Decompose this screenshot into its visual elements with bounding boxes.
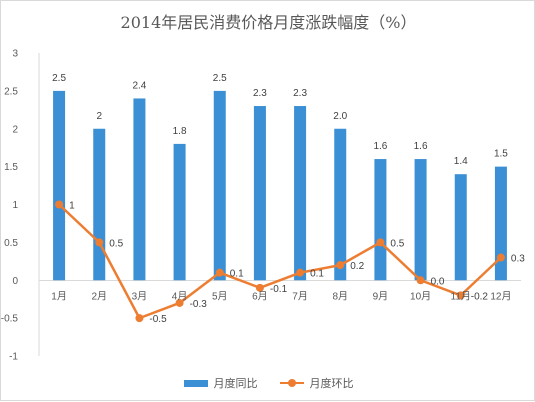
x-tick-label: 12月 <box>490 290 511 302</box>
bar-11 <box>454 174 467 281</box>
bar-label-11: 1.4 <box>454 156 468 167</box>
bar-label-5: 2.5 <box>213 73 227 84</box>
x-tick-label: 4月 <box>172 290 188 302</box>
line-label-2: 0.5 <box>109 238 123 249</box>
line-label-5: 0.1 <box>230 269 244 280</box>
bar-series <box>53 90 507 281</box>
y-tick-label: 3 <box>12 49 18 60</box>
line-point-1 <box>55 200 64 209</box>
bar-label-4: 1.8 <box>173 126 187 137</box>
line-point-10 <box>416 276 425 285</box>
line-label-1: 1 <box>69 201 75 212</box>
x-tick-label: 8月 <box>332 290 348 302</box>
y-tick-label: 0 <box>12 276 18 287</box>
legend-swatch-bar <box>183 379 208 387</box>
line-label-12: 0.3 <box>511 254 525 265</box>
bar-label-2: 2 <box>96 111 102 122</box>
bar-label-7: 2.3 <box>293 88 307 99</box>
x-tick-label: 9月 <box>373 290 389 302</box>
bar-10 <box>414 159 427 281</box>
bar-label-3: 2.4 <box>132 80 146 91</box>
bar-label-8: 2.0 <box>333 111 347 122</box>
bar-9 <box>374 159 387 281</box>
line-point-4 <box>175 298 184 307</box>
chart-title: 2014年居民消费价格月度涨跌幅度（%） <box>120 13 417 32</box>
bar-12 <box>494 166 507 281</box>
bar-label-1: 2.5 <box>52 73 66 84</box>
bar-1 <box>53 90 66 281</box>
legend-label-line: 月度环比 <box>309 377 354 390</box>
line-label-9: 0.5 <box>390 238 404 249</box>
bar-label-6: 2.3 <box>253 88 267 99</box>
line-point-2 <box>95 238 104 247</box>
bar-3 <box>133 98 146 281</box>
line-series <box>55 200 505 323</box>
line-point-8 <box>336 261 345 270</box>
legend-swatch-line <box>279 378 304 388</box>
x-tick-label: 7月 <box>292 290 308 302</box>
line-point-5 <box>215 268 224 277</box>
x-tick-label: 2月 <box>91 290 107 302</box>
line-label-11: -0.2 <box>471 291 489 302</box>
x-axis-ticks: 1月 2月 3月 4月 5月 6月 7月 8月 9月 10月 11月 12月 <box>51 290 511 302</box>
y-tick-label: 1 <box>12 200 18 211</box>
line-label-10: 0.0 <box>431 276 445 287</box>
x-tick-label: 5月 <box>212 290 228 302</box>
line-point-6 <box>255 283 264 292</box>
x-tick-label: 3月 <box>132 290 148 302</box>
bar-2 <box>93 128 106 281</box>
x-tick-label: 1月 <box>51 290 67 302</box>
bar-7 <box>294 106 307 281</box>
bar-data-labels: 2.5 2 2.4 1.8 2.5 2.3 2.3 2.0 1.6 1.6 1.4 1.5 <box>52 73 508 167</box>
bar-8 <box>334 128 347 281</box>
x-tick-label: 6月 <box>252 290 268 302</box>
legend-label-bar: 月度同比 <box>213 377 258 390</box>
line-label-3: -0.5 <box>149 314 167 325</box>
y-tick-label: 0.5 <box>4 238 18 249</box>
line-label-6: -0.1 <box>270 284 288 295</box>
bar-6 <box>253 106 266 281</box>
bar-4 <box>173 143 186 281</box>
bar-label-9: 1.6 <box>373 141 387 152</box>
y-tick-label: -1 <box>9 352 18 363</box>
line-data-labels: 1 0.5 -0.5 -0.3 0.1 -0.1 0.1 0.2 0.5 0.0 -0.2 0.3 <box>69 201 525 326</box>
legend-item-bar[interactable]: 月度同比 <box>183 375 258 391</box>
x-tick-label: 11月 <box>451 290 471 302</box>
bar-5 <box>213 90 226 281</box>
line-path <box>58 203 502 320</box>
bar-label-12: 1.5 <box>494 149 508 160</box>
legend-item-line[interactable]: 月度环比 <box>279 375 354 391</box>
legend: 月度同比 月度环比 <box>1 375 535 391</box>
y-tick-label: 2.5 <box>4 86 18 97</box>
y-axis-ticks: 3 2.5 2 1.5 1 0.5 0 -0.5 -1 <box>1 49 18 363</box>
y-tick-label: 1.5 <box>4 162 18 173</box>
line-label-7: 0.1 <box>310 269 324 280</box>
line-label-4: -0.3 <box>190 299 208 310</box>
line-label-8: 0.2 <box>350 261 364 272</box>
x-tick-label: 10月 <box>410 290 431 302</box>
line-point-12 <box>496 253 505 262</box>
line-point-7 <box>296 268 305 277</box>
y-tick-label: -0.5 <box>1 314 18 325</box>
line-point-11 <box>456 291 465 300</box>
bar-label-10: 1.6 <box>414 141 428 152</box>
line-point-3 <box>135 314 144 323</box>
line-point-9 <box>376 238 385 247</box>
y-tick-label: 2 <box>12 124 18 135</box>
